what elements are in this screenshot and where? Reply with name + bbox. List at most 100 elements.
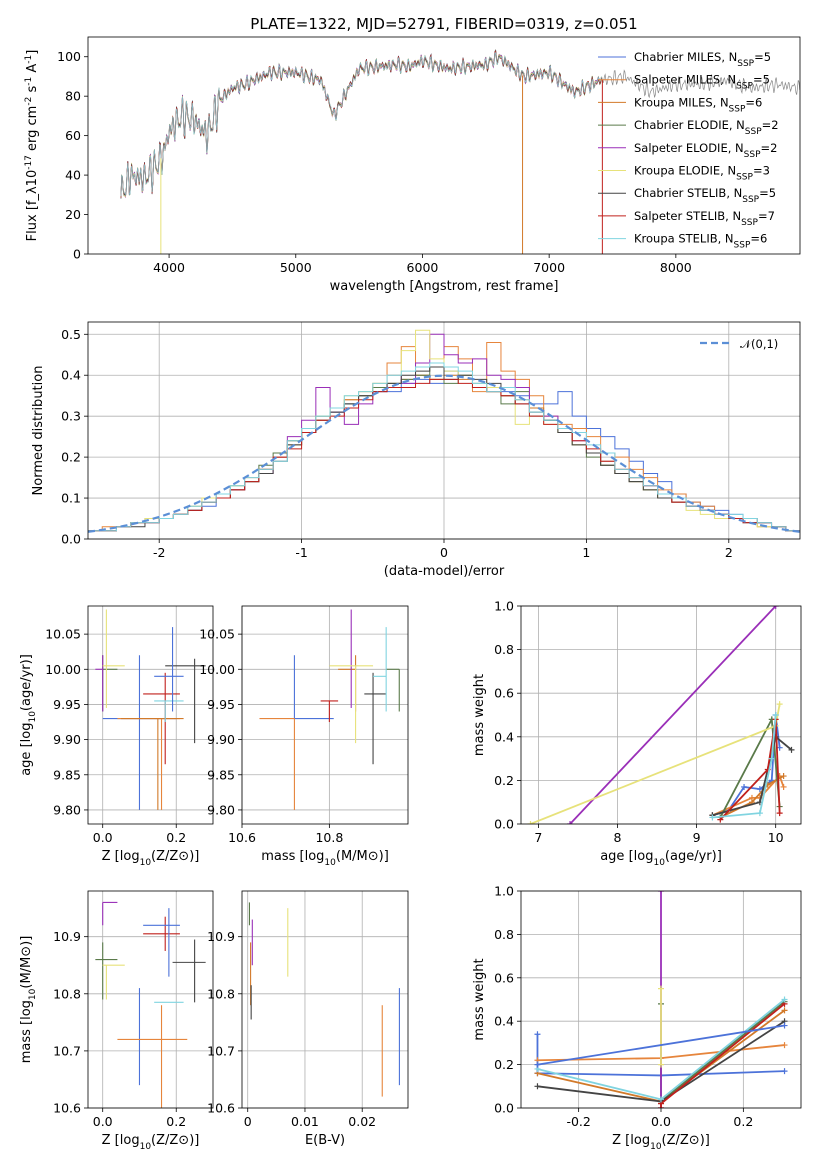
axes-frame (87, 321, 801, 540)
y-tick-label: 10.6 (207, 1101, 235, 1116)
chart-age-vs-z: 0.0 0.2 9.80 9.85 9.90 9.95 10.00 10.05 Z [log10… (19, 605, 214, 868)
model-spectrum-2 (120, 50, 603, 198)
y-tick-label: 1.0 (494, 884, 514, 899)
legend: Chabrier MILES, NSSP=5 Salpeter MILES, NS… (598, 50, 779, 251)
plot-area (259, 609, 400, 810)
weight-marker (780, 773, 787, 780)
errorbar-point (154, 627, 184, 712)
legend-label: Salpeter ELODIE, NSSP=2 (634, 141, 777, 160)
weight-marker (772, 712, 779, 718)
y-axis-label: Normed distribution (31, 366, 46, 496)
x-axis-label: Z [log10(Z/Z⊙)] (102, 849, 200, 868)
x-tick-label: 10 (768, 830, 784, 845)
x-tick-label: 0.2 (733, 1114, 753, 1129)
y-tick-label: 0 (73, 247, 81, 262)
errorbar-point (95, 655, 104, 712)
chart-title: PLATE=1322, MJD=52791, FIBERID=0319, z=0… (250, 15, 637, 33)
y-tick-label: 0.2 (494, 773, 514, 788)
x-axis-label: (data-model)/error (384, 564, 505, 579)
y-tick-label: 0.2 (494, 1057, 514, 1072)
x-tick-label: -1 (295, 545, 307, 560)
legend-label: Chabrier STELIB, NSSP=5 (634, 186, 776, 205)
x-axis-label: age [log10(age/yr)] (600, 849, 722, 868)
y-tick-label: 0.0 (494, 1101, 514, 1116)
normal-curve (88, 374, 800, 533)
x-tick-label: 0 (440, 545, 448, 560)
x-tick-label: 10.8 (315, 830, 343, 845)
y-tick-label: 0.4 (494, 729, 514, 744)
weight-marker (776, 701, 783, 708)
x-axis-label: wavelength [Angstrom, rest frame] (330, 279, 559, 294)
legend-label: Chabrier ELODIE, NSSP=2 (634, 118, 779, 137)
model-spectrum-5 (120, 50, 603, 199)
errorbar-point (373, 627, 387, 712)
errorbar-point (165, 658, 206, 744)
y-tick-label: 0.3 (61, 409, 81, 424)
x-tick-label: -0.2 (566, 1114, 590, 1129)
legend-label: Kroupa ELODIE, NSSP=3 (634, 164, 770, 183)
weight-marker (658, 891, 664, 894)
errorbar-point (329, 665, 374, 744)
legend-label: Kroupa STELIB, NSSP=6 (634, 232, 767, 251)
weight-marker (534, 1031, 541, 1038)
y-tick-label: 9.90 (207, 732, 235, 747)
errorbar-point (117, 1005, 188, 1108)
y-tick-label: 10.9 (53, 929, 81, 944)
x-axis-label: Z [log10(Z/Z⊙)] (612, 1133, 710, 1152)
legend-label: Chabrier MILES, NSSP=5 (634, 50, 771, 69)
x-axis-label: Z [log10(Z/Z⊙)] (102, 1133, 200, 1152)
y-tick-label: 40 (65, 168, 81, 183)
y-axis-label: mass weight (472, 674, 487, 756)
axes-frame (241, 890, 409, 1109)
y-tick-label: 20 (65, 207, 81, 222)
x-tick-label: 0.0 (651, 1114, 671, 1129)
y-tick-label: 0.5 (61, 327, 81, 342)
axes-frame (520, 890, 802, 1109)
y-tick-label: 10.9 (207, 929, 235, 944)
plot-area (534, 891, 788, 1108)
errorbar-point (259, 717, 295, 810)
plot-area (248, 902, 400, 1097)
legend-label: Salpeter MILES, NSSP=5 (634, 73, 770, 92)
y-tick-label: 9.80 (53, 802, 81, 817)
x-tick-label: 0.0 (93, 1114, 113, 1129)
x-tick-label: 1 (582, 545, 590, 560)
weight-marker (781, 1068, 788, 1075)
weight-marker (709, 814, 716, 821)
weight-marker (781, 1007, 788, 1014)
y-tick-label: 0.0 (494, 817, 514, 832)
x-tick-label: 4000 (153, 260, 185, 275)
x-tick-label: 9 (693, 830, 701, 845)
axes-frame (520, 605, 802, 825)
y-tick-label: 9.80 (207, 802, 235, 817)
weight-marker (717, 816, 724, 823)
errorbar-point (102, 901, 118, 926)
plot-area (88, 329, 800, 533)
y-tick-label: 10.05 (45, 627, 81, 642)
errorbar-point (102, 964, 125, 1000)
y-tick-label: 10.7 (207, 1043, 235, 1058)
model-spectrum-4 (120, 51, 603, 198)
chart-weight-vs-age: 7 8 9 10 0.0 0.2 0.4 0.6 0.8 1.0 age [log10(age/yr… (472, 599, 802, 868)
legend-label: 𝒩(0,1) (740, 337, 778, 351)
weight-marker (788, 746, 795, 753)
y-axis-label: mass [log10(M/M⊙)] (19, 936, 38, 1064)
weight-marker (527, 821, 534, 824)
y-axis-label: age [log10(age/yr)] (19, 654, 38, 776)
y-tick-label: 9.95 (207, 697, 235, 712)
y-tick-label: 9.90 (53, 732, 81, 747)
x-tick-label: 8 (614, 830, 622, 845)
y-tick-label: 0.8 (494, 642, 514, 657)
y-tick-label: 0.0 (61, 532, 81, 547)
weight-series-1 (536, 1034, 785, 1077)
y-tick-label: 80 (65, 89, 81, 104)
weight-series-10 (537, 1024, 785, 1066)
errorbar-point (95, 942, 118, 1000)
errorbar-point (386, 668, 400, 712)
y-axis-label: mass weight (472, 958, 487, 1040)
y-tick-label: 9.85 (53, 767, 81, 782)
chart-spectrum: 4000 5000 6000 7000 8000 0 20 40 60 80 100 waveleng… (24, 15, 801, 294)
y-tick-label: 0.1 (61, 491, 81, 506)
model-spectrum-9 (120, 51, 603, 197)
